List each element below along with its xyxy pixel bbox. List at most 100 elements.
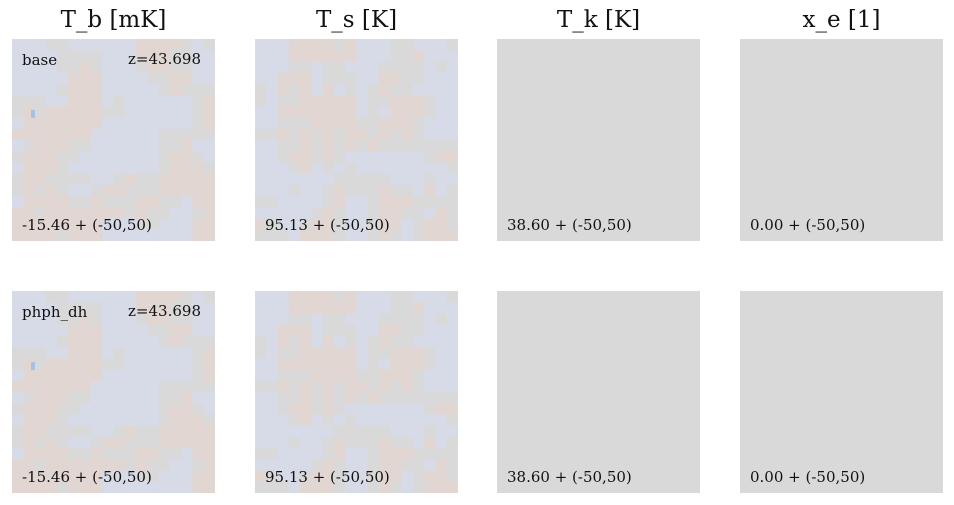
heatmap-cell (390, 162, 403, 175)
heatmap-cell (277, 358, 290, 371)
heatmap-cell (102, 229, 115, 241)
heatmap-cell (333, 196, 346, 208)
heatmap-cell (34, 392, 47, 404)
heatmap-cell (113, 95, 126, 107)
heatmap-cell (345, 61, 358, 74)
row-label-base: base (22, 51, 58, 69)
heatmap-cell (158, 380, 171, 393)
heatmap-cell (322, 117, 335, 130)
heatmap-cell (158, 173, 171, 186)
heatmap-cell (90, 335, 103, 348)
mean-label: 0.00 + (-50,50) (750, 468, 866, 486)
heatmap-cell (266, 151, 279, 164)
heatmap-cell (181, 358, 194, 371)
row-label-phph: phph_dh (22, 303, 88, 321)
heatmap-cell (367, 436, 380, 449)
heatmap-cell (169, 39, 182, 51)
heatmap-cell (333, 72, 346, 85)
heatmap-cell (102, 470, 115, 483)
heatmap-cell (34, 50, 47, 63)
heatmap-cell (311, 184, 324, 197)
heatmap-cell (23, 72, 36, 85)
heatmap-cell (435, 302, 448, 315)
heatmap-cell (68, 61, 81, 74)
heatmap-cell (57, 459, 69, 472)
heatmap-cell (147, 140, 160, 152)
heatmap-cell (356, 291, 369, 303)
heatmap-cell (23, 95, 36, 107)
heatmap-cell (266, 72, 279, 85)
heatmap-cell (102, 95, 115, 107)
heatmap-cell (23, 459, 36, 472)
heatmap-cell (345, 196, 358, 208)
heatmap-cell (169, 207, 182, 220)
heatmap-cell (255, 117, 267, 130)
heatmap-cell (124, 335, 137, 348)
heatmap-cell (68, 151, 81, 164)
heatmap-cell (300, 173, 312, 186)
heatmap-cell (45, 369, 58, 382)
heatmap-cell (102, 61, 115, 74)
heatmap-cell (169, 291, 182, 303)
heatmap-cell (136, 50, 148, 63)
heatmap-cell (169, 140, 182, 152)
heatmap-cell (90, 459, 103, 472)
heatmap-cell (401, 425, 414, 438)
heatmap-cell (203, 448, 215, 460)
heatmap-cell (113, 392, 126, 404)
heatmap-cell (68, 369, 81, 382)
heatmap-cell (390, 448, 403, 460)
heatmap-cell (147, 207, 160, 220)
heatmap-cell (390, 347, 403, 359)
heatmap-cell (345, 470, 358, 483)
heatmap-cell (45, 173, 58, 186)
heatmap-cell (34, 207, 47, 220)
heatmap-cell (333, 151, 346, 164)
heatmap-cell (322, 151, 335, 164)
heatmap-cell (79, 162, 92, 175)
heatmap-cell (147, 380, 160, 393)
heatmap-cell (277, 425, 290, 438)
panel-base-tb: base z=43.698 -15.46 + (-50,50) (12, 39, 215, 241)
heatmap-cell (379, 291, 391, 303)
heatmap-cell (23, 481, 36, 493)
heatmap-cell (136, 151, 148, 164)
heatmap-cell (124, 83, 137, 96)
heatmap-cell (255, 403, 267, 416)
heatmap-cell (57, 50, 69, 63)
heatmap-cell (34, 459, 47, 472)
heatmap-cell (57, 302, 69, 315)
heatmap-cell (435, 313, 448, 326)
heatmap-cell (277, 196, 290, 208)
heatmap-cell (367, 470, 380, 483)
heatmap-cell (34, 117, 47, 130)
heatmap-cell (113, 140, 126, 152)
heatmap-cell (68, 380, 81, 393)
heatmap-cell (45, 229, 58, 241)
heatmap-cell (34, 347, 47, 359)
heatmap-cell (113, 83, 126, 96)
heatmap-cell (333, 414, 346, 427)
heatmap-cell (446, 358, 458, 371)
heatmap-cell (203, 324, 215, 337)
heatmap-cell (390, 229, 403, 241)
heatmap-cell (147, 128, 160, 141)
heatmap-cell (68, 324, 81, 337)
heatmap-cell (412, 207, 425, 220)
heatmap-cell (424, 106, 437, 119)
heatmap-cell (288, 335, 301, 348)
heatmap-cell (113, 369, 126, 382)
heatmap-cell (277, 459, 290, 472)
heatmap-cell (288, 83, 301, 96)
heatmap-cell (45, 106, 58, 119)
heatmap-cell (345, 72, 358, 85)
heatmap-cell (255, 61, 267, 74)
outlier-pixel (31, 110, 35, 118)
heatmap-cell (435, 184, 448, 197)
heatmap-cell (435, 392, 448, 404)
heatmap-cell (169, 335, 182, 348)
heatmap-cell (255, 83, 267, 96)
heatmap-cell (379, 196, 391, 208)
heatmap-cell (424, 184, 437, 197)
heatmap-cell (79, 128, 92, 141)
